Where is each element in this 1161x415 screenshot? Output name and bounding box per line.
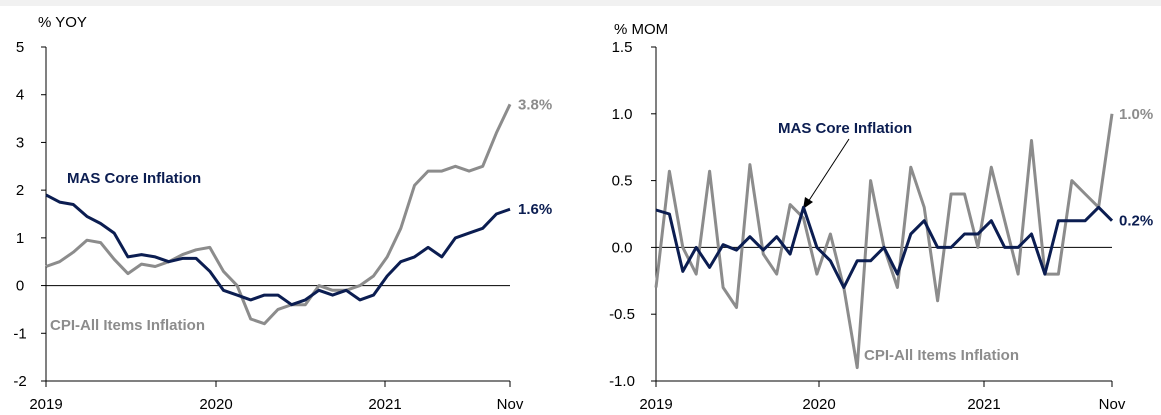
right-y-tick-label: 0.0: [612, 239, 633, 256]
right-y-tick-label: 1.5: [612, 39, 633, 56]
left-y-tick-label: 3: [16, 134, 24, 151]
right-core-arrow-head: [803, 197, 813, 209]
left-y-tick-label: -1: [13, 325, 26, 342]
left-series-core-line: [45, 193, 511, 307]
left-series-cpi-end-label: 3.8%: [518, 96, 552, 113]
right-y-tick-label: -1.0: [609, 373, 635, 390]
left-y-tick-label: 1: [16, 230, 24, 247]
right-series-cpi-line: [654, 113, 1114, 370]
right-unit-label: % MOM: [614, 21, 668, 38]
left-series-cpi-line: [45, 103, 512, 326]
left-cpi-annotation: CPI-All Items Inflation: [50, 317, 205, 334]
left-x-tick-label: 2020: [199, 396, 232, 413]
top-bar: [0, 0, 1161, 6]
left-x-tick-label: Nov: [497, 396, 524, 413]
right-x-tick-label: 2020: [802, 396, 835, 413]
right-core-arrow-line: [807, 138, 850, 203]
left-series-core-end-label: 1.6%: [518, 201, 552, 218]
right-core-annotation: MAS Core Inflation: [778, 120, 912, 137]
right-cpi-annotation: CPI-All Items Inflation: [864, 347, 1019, 364]
right-x-tick-label: 2021: [967, 396, 1000, 413]
left-x-tick-label: 2021: [368, 396, 401, 413]
right-x-tick-label: 2019: [639, 396, 672, 413]
right-y-tick-label: 0.5: [612, 173, 633, 190]
right-y-tick-label: -0.5: [609, 306, 635, 323]
left-unit-label: % YOY: [38, 14, 87, 31]
left-y-tick-label: 4: [16, 87, 24, 104]
left-y-tick-label: 0: [16, 278, 24, 295]
right-series-core-end-label: 0.2%: [1119, 213, 1153, 230]
left-x-tick-label: 2019: [29, 396, 62, 413]
left-y-tick-label: 5: [16, 39, 24, 56]
right-y-tick-label: 1.0: [612, 106, 633, 123]
left-core-annotation: MAS Core Inflation: [67, 170, 201, 187]
left-y-tick-label: 2: [16, 182, 24, 199]
left-y-tick-label: -2: [13, 373, 26, 390]
right-series-cpi-end-label: 1.0%: [1119, 106, 1153, 123]
right-x-tick-label: Nov: [1099, 396, 1126, 413]
right-series-core-line: [655, 205, 1114, 289]
